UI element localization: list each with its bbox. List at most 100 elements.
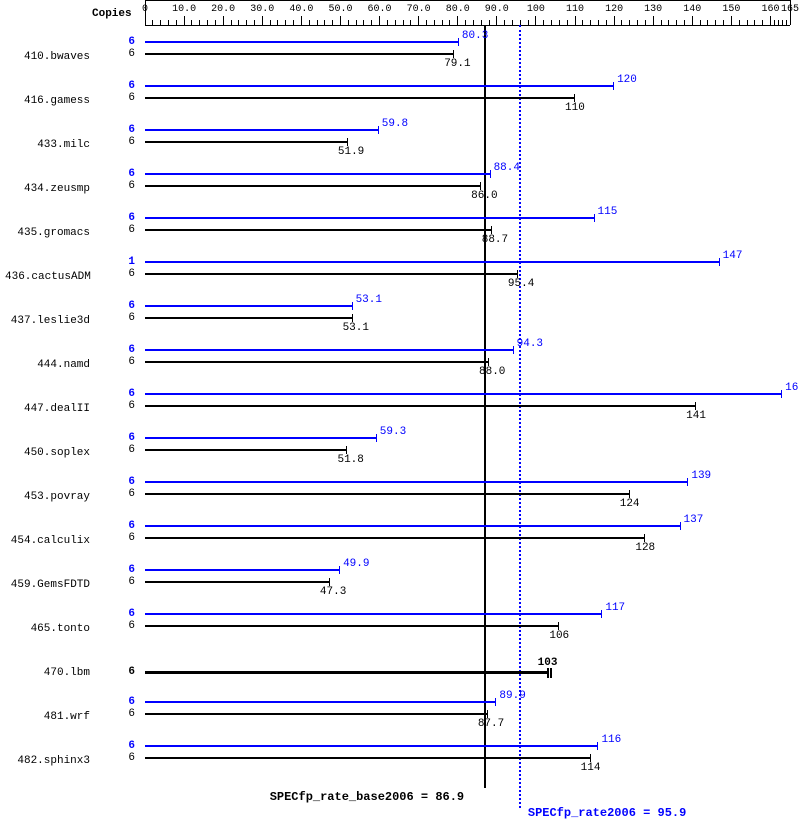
base-bar bbox=[145, 361, 489, 363]
base-copies: 6 bbox=[115, 444, 135, 456]
peak-value: 53.1 bbox=[356, 294, 382, 306]
x-tick-label: 90.0 bbox=[485, 4, 509, 15]
base-bar bbox=[145, 317, 353, 319]
peak-value: 116 bbox=[601, 734, 621, 746]
peak-bar bbox=[145, 393, 782, 395]
peak-copies: 6 bbox=[115, 476, 135, 488]
peak-bar bbox=[145, 437, 377, 439]
peak-bar bbox=[145, 261, 720, 263]
benchmark-label: 470.lbm bbox=[5, 667, 90, 679]
result-bar bbox=[145, 671, 548, 674]
peak-value: 163 bbox=[785, 382, 799, 394]
base-bar bbox=[145, 581, 330, 583]
x-tick-label: 50.0 bbox=[328, 4, 352, 15]
peak-copies: 6 bbox=[115, 608, 135, 620]
result-value: 103 bbox=[538, 657, 558, 669]
peak-value: 117 bbox=[605, 602, 625, 614]
benchmark-label: 453.povray bbox=[5, 491, 90, 503]
peak-value: 89.9 bbox=[499, 690, 525, 702]
peak-value: 120 bbox=[617, 74, 637, 86]
x-tick-label: 110 bbox=[566, 4, 584, 15]
base-copies: 6 bbox=[115, 136, 135, 148]
peak-bar bbox=[145, 701, 496, 703]
x-tick-label: 70.0 bbox=[407, 4, 431, 15]
benchmark-label: 465.tonto bbox=[5, 623, 90, 635]
base-value: 88.0 bbox=[479, 366, 505, 378]
base-bar bbox=[145, 273, 518, 275]
x-tick-label: 80.0 bbox=[446, 4, 470, 15]
base-bar bbox=[145, 53, 454, 55]
peak-summary-label: SPECfp_rate2006 = 95.9 bbox=[528, 806, 686, 820]
base-value: 95.4 bbox=[508, 278, 534, 290]
peak-bar bbox=[145, 85, 614, 87]
x-tick-label: 60.0 bbox=[368, 4, 392, 15]
base-bar bbox=[145, 97, 575, 99]
base-copies: 6 bbox=[115, 312, 135, 324]
base-bar bbox=[145, 537, 645, 539]
x-tick-label: 20.0 bbox=[211, 4, 235, 15]
peak-bar bbox=[145, 569, 340, 571]
x-tick-label: 100 bbox=[527, 4, 545, 15]
peak-bar bbox=[145, 613, 602, 615]
benchmark-label: 450.soplex bbox=[5, 447, 90, 459]
peak-copies: 6 bbox=[115, 212, 135, 224]
base-value: 51.9 bbox=[338, 146, 364, 158]
base-copies: 6 bbox=[115, 620, 135, 632]
base-value: 141 bbox=[686, 410, 706, 422]
base-bar bbox=[145, 625, 559, 627]
base-bar bbox=[145, 185, 481, 187]
peak-bar bbox=[145, 481, 688, 483]
benchmark-label: 433.milc bbox=[5, 139, 90, 151]
base-bar bbox=[145, 229, 492, 231]
peak-copies: 6 bbox=[115, 520, 135, 532]
peak-value: 139 bbox=[691, 470, 711, 482]
x-tick-label: 150 bbox=[722, 4, 740, 15]
peak-value: 49.9 bbox=[343, 558, 369, 570]
base-value: 79.1 bbox=[444, 58, 470, 70]
base-copies: 6 bbox=[115, 180, 135, 192]
base-value: 110 bbox=[565, 102, 585, 114]
peak-copies: 6 bbox=[115, 300, 135, 312]
base-value: 53.1 bbox=[343, 322, 369, 334]
base-summary-label: SPECfp_rate_base2006 = 86.9 bbox=[270, 790, 464, 804]
peak-copies: 6 bbox=[115, 432, 135, 444]
benchmark-label: 459.GemsFDTD bbox=[5, 579, 90, 591]
base-value: 124 bbox=[620, 498, 640, 510]
copies-value: 6 bbox=[115, 666, 135, 678]
peak-copies: 1 bbox=[115, 256, 135, 268]
base-copies: 6 bbox=[115, 400, 135, 412]
benchmark-label: 481.wrf bbox=[5, 711, 90, 723]
base-bar bbox=[145, 713, 488, 715]
peak-value: 94.3 bbox=[517, 338, 543, 350]
base-copies: 6 bbox=[115, 268, 135, 280]
base-copies: 6 bbox=[115, 92, 135, 104]
peak-value: 59.3 bbox=[380, 426, 406, 438]
base-value: 87.7 bbox=[478, 718, 504, 730]
peak-value: 147 bbox=[723, 250, 743, 262]
benchmark-label: 410.bwaves bbox=[5, 51, 90, 63]
peak-copies: 6 bbox=[115, 124, 135, 136]
benchmark-label: 436.cactusADM bbox=[5, 271, 90, 283]
base-copies: 6 bbox=[115, 48, 135, 60]
peak-bar bbox=[145, 745, 598, 747]
peak-copies: 6 bbox=[115, 80, 135, 92]
peak-copies: 6 bbox=[115, 740, 135, 752]
spec-benchmark-chart: Copies010.020.030.040.050.060.070.080.09… bbox=[0, 0, 799, 831]
base-value: 47.3 bbox=[320, 586, 346, 598]
base-copies: 6 bbox=[115, 224, 135, 236]
base-bar bbox=[145, 493, 630, 495]
peak-bar bbox=[145, 349, 514, 351]
peak-bar bbox=[145, 217, 595, 219]
x-tick-label: 120 bbox=[605, 4, 623, 15]
base-value: 128 bbox=[635, 542, 655, 554]
benchmark-label: 444.namd bbox=[5, 359, 90, 371]
base-bar bbox=[145, 405, 696, 407]
x-tick-label: 10.0 bbox=[172, 4, 196, 15]
peak-value: 59.8 bbox=[382, 118, 408, 130]
benchmark-label: 437.leslie3d bbox=[5, 315, 90, 327]
base-copies: 6 bbox=[115, 576, 135, 588]
peak-value: 137 bbox=[684, 514, 704, 526]
peak-copies: 6 bbox=[115, 388, 135, 400]
peak-bar bbox=[145, 525, 681, 527]
benchmark-label: 416.gamess bbox=[5, 95, 90, 107]
